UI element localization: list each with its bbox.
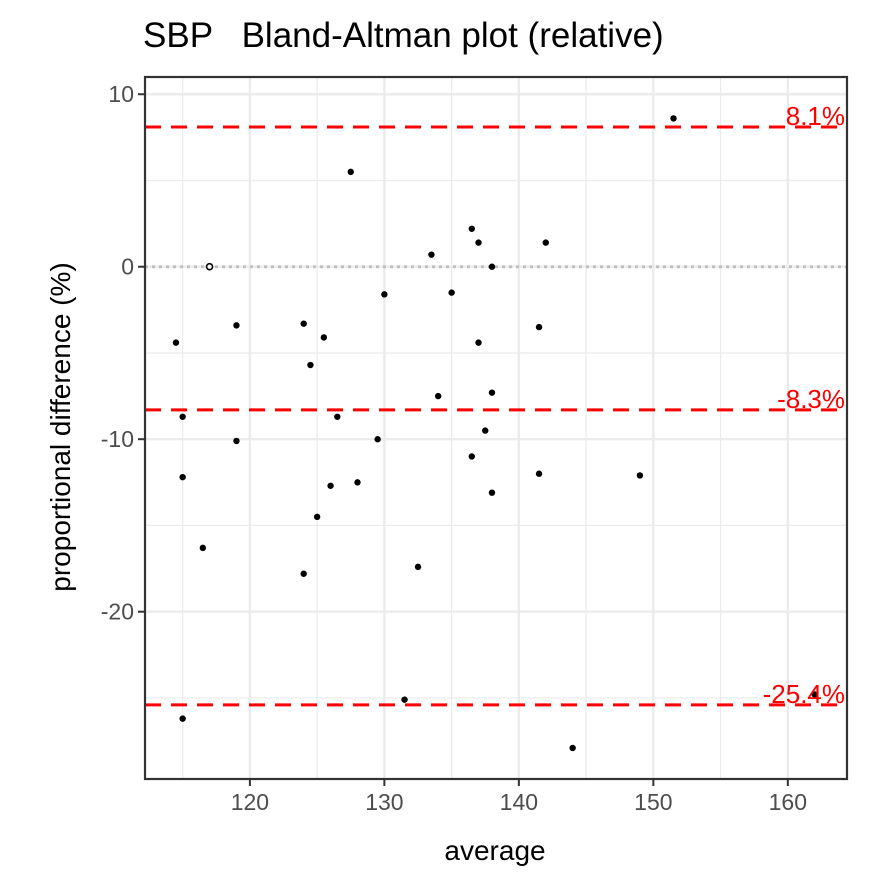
y-tick-label: 10 — [108, 81, 134, 107]
limit-line-label: -25.4% — [763, 679, 845, 709]
limit-line-label: 8.1% — [786, 101, 845, 131]
data-point — [313, 513, 321, 521]
data-point — [488, 489, 496, 496]
data-point — [468, 453, 475, 460]
plot-area: 8.1% -8.3% -25.4% 120 130 140 150 160 -20 -10 0 10 — [101, 75, 849, 815]
data-point — [327, 482, 334, 489]
data-point — [434, 392, 442, 400]
data-point — [414, 563, 422, 571]
y-tick-label: -10 — [101, 426, 134, 452]
y-axis-title: proportional difference (%) — [45, 262, 76, 591]
data-point — [179, 473, 186, 481]
data-point — [488, 263, 496, 270]
data-point — [347, 168, 354, 176]
x-tick-label: 160 — [769, 789, 807, 815]
data-point — [374, 436, 381, 443]
data-point — [334, 413, 341, 420]
data-point — [468, 225, 475, 232]
data-point — [535, 323, 543, 331]
x-tick-label: 150 — [634, 789, 672, 815]
x-tick-label: 130 — [365, 789, 403, 815]
limit-line-label: -8.3% — [777, 384, 845, 414]
data-point — [448, 289, 455, 296]
data-point — [307, 361, 314, 369]
x-tick-label: 140 — [500, 789, 538, 815]
data-point — [381, 291, 388, 298]
data-point — [354, 479, 361, 486]
data-point — [300, 320, 307, 327]
plot-panel-background — [145, 77, 847, 779]
x-tick-label: 120 — [231, 789, 269, 815]
chart-title: SBP Bland-Altman plot (relative) — [143, 16, 664, 55]
x-axis-title: average — [444, 835, 545, 866]
data-point — [475, 339, 482, 346]
data-point — [535, 470, 543, 477]
plot-panel-border — [143, 75, 849, 781]
data-point — [488, 389, 496, 396]
data-point — [636, 472, 644, 479]
data-point — [542, 239, 549, 246]
data-point — [179, 413, 186, 420]
data-point — [569, 744, 576, 752]
data-point — [320, 334, 328, 341]
data-point-open — [205, 262, 214, 271]
data-point — [482, 427, 489, 434]
y-tick-label: 0 — [121, 254, 134, 280]
data-point — [233, 437, 240, 445]
data-point — [670, 115, 677, 122]
data-point — [811, 691, 818, 698]
data-point — [428, 251, 435, 258]
data-point — [172, 339, 180, 346]
data-point — [300, 570, 307, 577]
data-point — [475, 239, 482, 246]
data-point — [179, 715, 186, 722]
data-point — [199, 544, 207, 552]
y-tick-label: -20 — [101, 599, 134, 625]
data-point — [401, 696, 408, 703]
data-point — [233, 322, 240, 329]
